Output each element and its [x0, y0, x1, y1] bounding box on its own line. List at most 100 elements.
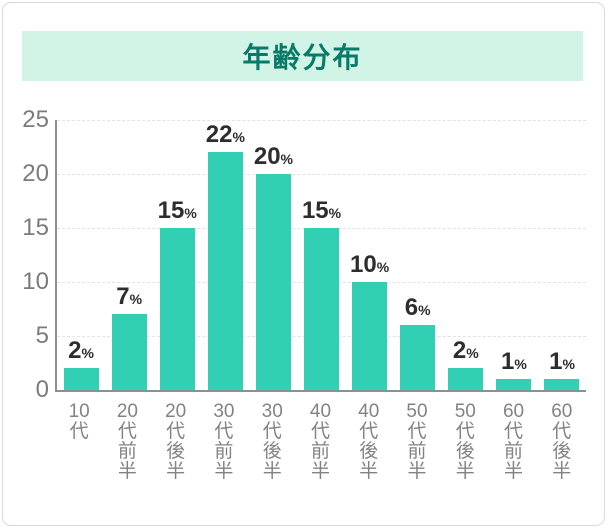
x-axis-label: 30 代後半: [248, 402, 296, 482]
bar: [448, 368, 484, 390]
bar-value-suffix: %: [376, 259, 390, 275]
plot-area: 2% 7% 15% 22% 20% 15% 10% 6% 2% 1% 1% 0 5 10 15 20 25: [22, 108, 586, 402]
bar-value-number: 1: [549, 348, 563, 376]
bar-value-suffix: %: [418, 302, 431, 319]
x-axis-label: 10 代: [55, 402, 103, 482]
bar-value-label: 20%: [254, 145, 293, 169]
bar-chart: 2% 7% 15% 22% 20% 15% 10% 6% 2% 1% 1% 0 5 10 15 20 25 1…: [3, 108, 604, 482]
x-axis-label-line: 代: [117, 421, 137, 442]
bar-value-label: 22%: [206, 123, 245, 147]
bar-value-number: 22: [205, 121, 233, 149]
x-axis-labels: 10 代 20 代前半 20 代後半 30 代前半 30 代後半 40 代前半 40 代後半 50 代前半 50…: [55, 402, 586, 482]
chart-title: 年齢分布: [242, 42, 363, 73]
y-tick-label: 25: [22, 106, 49, 133]
bar-column: 1%: [538, 120, 586, 390]
x-axis-label-line: 60: [551, 401, 573, 422]
x-axis-label-line: 半: [310, 461, 330, 482]
x-axis-label-line: 前: [214, 441, 234, 462]
x-axis-label-line: 半: [455, 461, 475, 482]
x-axis-label-line: 代: [310, 421, 330, 442]
x-axis-label-line: 後: [359, 441, 379, 462]
x-axis-label-line: 30: [213, 401, 235, 422]
x-axis-label-line: 代: [407, 421, 427, 442]
x-axis-label-line: 前: [504, 441, 524, 462]
bar-column: 2%: [442, 120, 490, 390]
x-axis-label-line: 半: [214, 461, 234, 482]
bar-value-number: 2: [68, 337, 82, 365]
bar-column: 22%: [201, 120, 249, 390]
bar-value-number: 20: [253, 143, 281, 170]
x-axis-label: 40 代後半: [345, 402, 393, 482]
bar-value-number: 6: [404, 294, 419, 322]
bar-value-label: 15%: [302, 199, 341, 223]
x-axis-label-line: 半: [552, 461, 572, 482]
bar-column: 15%: [153, 120, 201, 390]
x-axis-label-line: 半: [166, 461, 186, 482]
y-tick-label: 5: [35, 322, 49, 349]
bar-value-suffix: %: [184, 205, 197, 221]
bar: [352, 282, 388, 390]
x-axis-label-line: 前: [310, 441, 330, 462]
x-axis-label-line: 20: [116, 401, 138, 422]
bar-column: 20%: [249, 120, 297, 390]
gridline: [57, 120, 586, 121]
bar-column: 2%: [57, 120, 105, 390]
x-axis-label: 60 代前半: [489, 402, 537, 482]
bar-column: 6%: [394, 120, 442, 390]
bar-value-suffix: %: [514, 356, 527, 373]
bar-value-label: 7%: [116, 285, 142, 309]
bar: [63, 368, 99, 390]
bar-value-number: 1: [500, 348, 515, 376]
x-axis-label-line: 代: [166, 421, 186, 442]
y-tick-label: 20: [22, 160, 49, 187]
bar-value-number: 15: [157, 197, 185, 224]
bar-value-number: 2: [452, 337, 467, 365]
x-axis-label-line: 10: [68, 401, 90, 422]
gridline: [57, 174, 586, 175]
bar-value-label: 10%: [350, 253, 389, 277]
x-axis-label: 40 代前半: [296, 402, 344, 482]
bar: [207, 152, 243, 390]
x-axis-label: 60 代後半: [538, 402, 586, 482]
bar-value-suffix: %: [129, 291, 143, 308]
bar-column: 1%: [490, 120, 538, 390]
y-tick-label: 10: [22, 268, 49, 295]
bar-value-suffix: %: [280, 151, 293, 167]
bar-value-number: 7: [116, 283, 130, 311]
bar-value-label: 2%: [68, 339, 94, 363]
chart-card: 年齢分布 2% 7% 15% 22% 20% 15% 10% 6% 2% 1% 1% 0 5 10 15 2…: [2, 2, 605, 526]
bar-value-suffix: %: [81, 345, 94, 362]
x-axis-label-line: 半: [262, 461, 282, 482]
bar-value-suffix: %: [562, 356, 575, 373]
x-axis-label-line: 後: [455, 441, 475, 462]
x-axis-label-line: 半: [407, 461, 427, 482]
bar: [111, 314, 147, 390]
y-tick-label: 15: [22, 214, 49, 241]
x-axis-label-line: 50: [454, 401, 476, 422]
x-axis-label-line: 20: [165, 401, 187, 422]
bar-column: 15%: [297, 120, 345, 390]
x-axis-label-line: 代: [359, 421, 379, 442]
bar-value-suffix: %: [466, 345, 479, 362]
bar-value-number: 15: [301, 197, 329, 224]
bar-value-label: 1%: [501, 350, 527, 374]
bar-value-label: 2%: [453, 339, 479, 363]
x-axis-label-line: 後: [552, 441, 572, 462]
x-axis-label-line: 代: [69, 421, 89, 442]
bars: 2% 7% 15% 22% 20% 15% 10% 6% 2% 1% 1%: [57, 120, 586, 390]
x-axis-label: 50 代前半: [393, 402, 441, 482]
x-axis-label-line: 前: [117, 441, 137, 462]
x-axis-label-line: 60: [502, 401, 525, 422]
x-axis-label-line: 30: [261, 401, 283, 422]
bar-column: 7%: [105, 120, 153, 390]
x-axis-label-line: 半: [359, 461, 379, 482]
x-axis-label: 30 代前半: [200, 402, 248, 482]
chart-title-band: 年齢分布: [22, 31, 583, 81]
x-axis-label-line: 代: [262, 421, 282, 442]
bar: [304, 228, 340, 390]
x-axis-label-line: 代: [455, 421, 475, 442]
bar: [496, 379, 532, 390]
bar-value-label: 15%: [158, 199, 197, 223]
x-axis-label: 20 代前半: [103, 402, 151, 482]
bar-value-suffix: %: [232, 129, 245, 146]
